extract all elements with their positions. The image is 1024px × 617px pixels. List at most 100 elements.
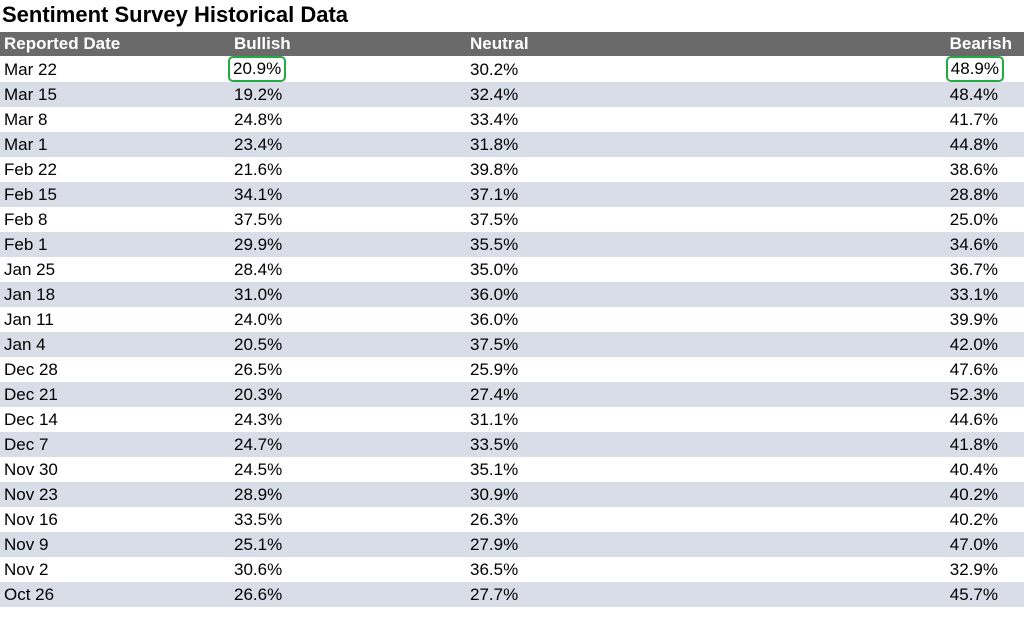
cell-neutral: 25.9% [470,360,519,379]
cell-bullish: 20.3% [234,385,283,404]
cell-neutral: 27.7% [470,585,519,604]
table-row: Dec 14 24.3% 31.1% 44.6% [0,407,1024,432]
cell-bearish: 40.2% [949,510,998,529]
sentiment-table: Reported Date Bullish Neutral Bearish Ma… [0,32,1024,607]
cell-bullish: 29.9% [234,235,283,254]
cell-neutral: 31.1% [470,410,519,429]
cell-bearish: 25.0% [949,210,998,229]
cell-neutral: 35.1% [470,460,519,479]
header-reported-date: Reported Date [4,34,121,53]
header-bearish: Bearish [949,34,1012,53]
cell-neutral: 39.8% [470,160,519,179]
cell-bearish: 48.4% [949,85,998,104]
table-row: Nov 16 33.5% 26.3% 40.2% [0,507,1024,532]
cell-date: Dec 14 [4,410,58,429]
cell-bullish: 26.6% [234,585,283,604]
cell-neutral: 37.5% [470,335,519,354]
cell-neutral: 30.2% [470,59,519,79]
cell-bearish: 47.6% [949,360,998,379]
cell-bearish: 32.9% [949,560,998,579]
cell-date: Feb 22 [4,160,57,179]
cell-date: Dec 28 [4,360,58,379]
cell-bearish: 40.2% [949,485,998,504]
cell-bearish: 44.6% [949,410,998,429]
cell-date: Nov 9 [4,535,49,554]
cell-bullish: 20.5% [234,335,283,354]
cell-bearish: 44.8% [949,135,998,154]
cell-bullish: 30.6% [234,560,283,579]
cell-date: Mar 15 [4,85,57,104]
cell-date: Mar 1 [4,135,48,154]
cell-bearish: 48.9% [710,56,1024,82]
cell-bullish: 23.4% [234,135,283,154]
header-bullish: Bullish [234,34,291,53]
cell-bullish: 24.8% [234,110,283,129]
cell-neutral: 36.0% [470,310,519,329]
cell-bearish: 40.4% [949,460,998,479]
cell-date: Jan 25 [4,260,56,279]
cell-neutral: 27.9% [470,535,519,554]
cell-date: Dec 21 [4,385,58,404]
cell-bullish: 24.7% [234,435,283,454]
cell-bullish: 28.9% [234,485,283,504]
table-row: Feb 1 29.9% 35.5% 34.6% [0,232,1024,257]
cell-neutral: 27.4% [470,385,519,404]
table-row: Mar 15 19.2% 32.4% 48.4% [0,82,1024,107]
cell-bearish: 45.7% [949,585,998,604]
cell-bearish: 47.0% [949,535,998,554]
table-row: Oct 26 26.6% 27.7% 45.7% [0,582,1024,607]
cell-bearish: 34.6% [949,235,998,254]
table-body: Mar 22 20.9% 30.2% 48.9% Mar 15 19.2% 32.4% 48.… [0,56,1024,607]
table-row: Mar 22 20.9% 30.2% 48.9% [0,56,1024,82]
table-row: Nov 30 24.5% 35.1% 40.4% [0,457,1024,482]
cell-neutral: 33.5% [470,435,519,454]
table-row: Nov 9 25.1% 27.9% 47.0% [0,532,1024,557]
cell-bullish: 24.0% [234,310,283,329]
cell-neutral: 30.9% [470,485,519,504]
cell-neutral: 26.3% [470,510,519,529]
cell-bearish: 41.8% [949,435,998,454]
cell-bearish: 52.3% [949,385,998,404]
table-row: Jan 25 28.4% 35.0% 36.7% [0,257,1024,282]
cell-neutral: 37.5% [470,210,519,229]
table-row: Dec 21 20.3% 27.4% 52.3% [0,382,1024,407]
cell-bullish: 34.1% [234,185,283,204]
cell-date: Feb 1 [4,235,48,254]
cell-bullish: 26.5% [234,360,283,379]
cell-date: Nov 2 [4,560,49,579]
cell-bullish: 24.3% [234,410,283,429]
cell-bearish: 41.7% [949,110,998,129]
table-row: Feb 22 21.6% 39.8% 38.6% [0,157,1024,182]
cell-neutral: 33.4% [470,110,519,129]
cell-neutral: 37.1% [470,185,519,204]
table-title: Sentiment Survey Historical Data [2,2,349,27]
cell-date: Mar 8 [4,110,48,129]
cell-bullish: 33.5% [234,510,283,529]
cell-date: Oct 26 [4,585,55,604]
cell-bullish: 19.2% [234,85,283,104]
cell-neutral: 31.8% [470,135,519,154]
cell-date: Jan 11 [4,310,54,329]
cell-neutral: 36.0% [470,285,519,304]
cell-bullish: 20.9% [228,56,466,82]
cell-bullish: 37.5% [234,210,283,229]
header-neutral: Neutral [470,34,529,53]
cell-date: Jan 18 [4,285,56,304]
table-row: Feb 8 37.5% 37.5% 25.0% [0,207,1024,232]
cell-neutral: 35.5% [470,235,519,254]
cell-bullish: 28.4% [234,260,283,279]
table-row: Nov 2 30.6% 36.5% 32.9% [0,557,1024,582]
table-row: Feb 15 34.1% 37.1% 28.8% [0,182,1024,207]
cell-bearish: 33.1% [949,285,998,304]
cell-date: Feb 8 [4,210,48,229]
cell-date: Nov 30 [4,460,58,479]
table-row: Dec 28 26.5% 25.9% 47.6% [0,357,1024,382]
table-row: Mar 1 23.4% 31.8% 44.8% [0,132,1024,157]
cell-bearish: 39.9% [949,310,998,329]
cell-bullish: 25.1% [234,535,283,554]
cell-bearish: 42.0% [949,335,998,354]
cell-date: Jan 4 [4,335,46,354]
cell-date: Mar 22 [4,59,57,79]
header-row: Reported Date Bullish Neutral Bearish [0,32,1024,56]
table-row: Dec 7 24.7% 33.5% 41.8% [0,432,1024,457]
